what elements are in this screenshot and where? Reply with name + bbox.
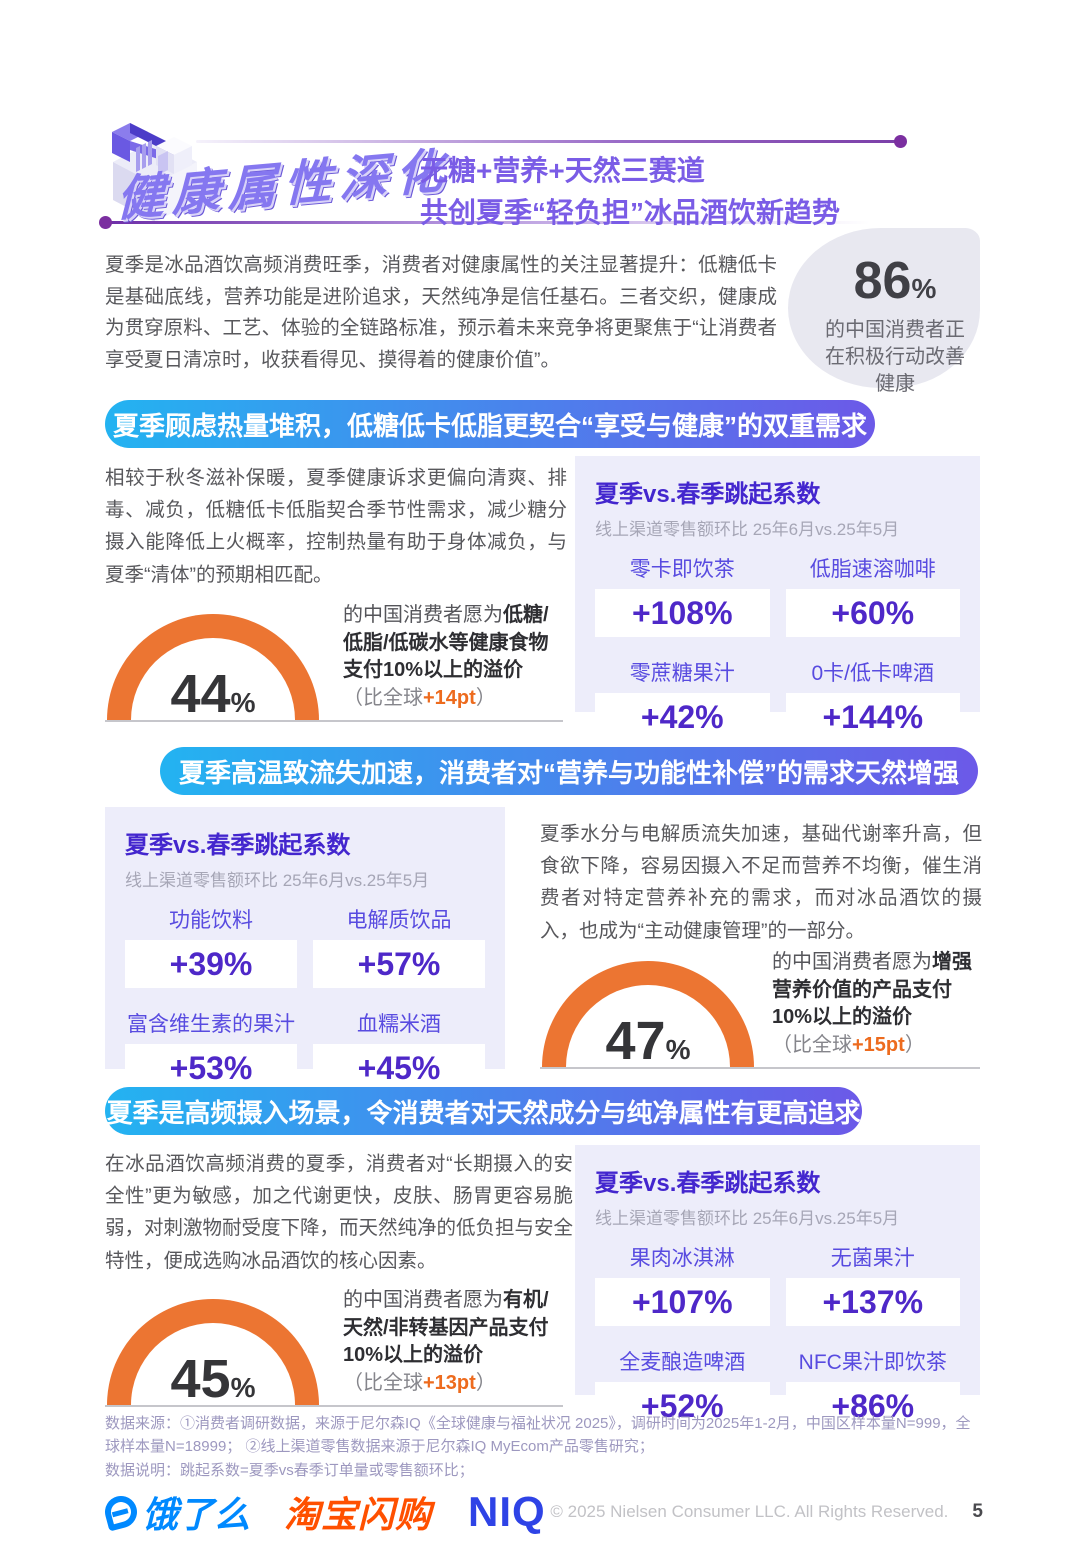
stat-value: +108% (595, 589, 770, 637)
stat-value: +107% (595, 1278, 770, 1326)
stat-label: 零蔗糖果汁 (629, 662, 735, 685)
section3-stats-panel: 夏季vs.春季跳起系数 线上渠道零售额环比 25年6月vs.25年5月 果肉冰淇… (575, 1145, 980, 1430)
intro-stat-caption: 的中国消费者正在积极行动改善健康 (825, 318, 965, 395)
stat-item: NFC果汁即饮茶 +86% (785, 1346, 960, 1430)
stat-item: 电解质饮品 +57% (313, 904, 485, 988)
gauge-note: （比全球+14pt） (343, 686, 496, 709)
gauge-value: 47% (605, 1011, 691, 1071)
header-subtitle-line1: 无糖+营养+天然三赛道 (420, 155, 705, 186)
section3-paragraph: 在冰品酒饮高频消费的夏季，消费者对“长期摄入的安全性”更为敏感，加之代谢更快，皮… (105, 1153, 574, 1272)
panel-title: 夏季vs.春季跳起系数 (595, 1170, 821, 1197)
footer-logo-row: 饿了么 淘宝闪购 NIQ © 2025 Nielsen Consumer LLC… (101, 1484, 983, 1540)
stat-item: 零蔗糖果汁 +42% (595, 657, 770, 741)
page-number: 5 (972, 1501, 983, 1522)
panel-subtitle: 线上渠道零售额环比 25年6月vs.25年5月 (125, 871, 430, 890)
gauge-note: （比全球+13pt） (343, 1371, 496, 1394)
gauge-value: 45% (170, 1349, 256, 1409)
gauge-caption: 的中国消费者愿为有机/天然/非转基因产品支付10%以上的溢价 （比全球+13pt… (343, 1287, 567, 1397)
panel-subtitle: 线上渠道零售额环比 25年6月vs.25年5月 (595, 520, 900, 539)
stat-item: 零卡即饮茶 +108% (595, 553, 770, 637)
header-top-line (196, 135, 907, 148)
gauge-caption: 的中国消费者愿为增强营养价值的产品支付10%以上的溢价 （比全球+15pt） (772, 949, 984, 1059)
stat-item: 血糯米酒 +45% (313, 1008, 485, 1092)
stat-label: 血糯米酒 (357, 1013, 441, 1036)
stat-label: 低脂速溶咖啡 (809, 558, 936, 581)
stat-label: NFC果汁即饮茶 (798, 1351, 947, 1374)
stat-item: 富含维生素的果汁 +53% (125, 1008, 297, 1092)
source-line-2: 数据说明：跳起系数=夏季vs春季订单量或零售额环比； (105, 1461, 474, 1479)
section3-gauge: 45% 的中国消费者愿为有机/天然/非转基因产品支付10%以上的溢价 （比全球+… (105, 1283, 563, 1409)
data-source-notes: 数据来源：①消费者调研数据，来源于尼尔森IQ《全球健康与福祉状况 2025》，调… (105, 1412, 985, 1482)
gauge-arc-47: 47% (542, 961, 754, 1071)
copyright-text: © 2025 Nielsen Consumer LLC. All Rights … (550, 1502, 949, 1521)
section2-stats-panel: 夏季vs.春季跳起系数 线上渠道零售额环比 25年6月vs.25年5月 功能饮料… (105, 807, 505, 1092)
section2-banner: 夏季高温致流失加速，消费者对“营养与功能性补偿”的需求天然增强 (160, 747, 978, 795)
niq-logo: NIQ (468, 1488, 546, 1535)
stat-value: +45% (313, 1044, 485, 1092)
stat-item: 0卡/低卡啤酒 +144% (785, 657, 960, 741)
stat-value: +52% (595, 1382, 770, 1430)
stats-grid: 零卡即饮茶 +108% 低脂速溶咖啡 +60% 零蔗糖果汁 +42% 0卡/低卡… (595, 553, 960, 741)
stat-value: +137% (785, 1278, 960, 1326)
stat-label: 零卡即饮茶 (629, 558, 735, 581)
section2-paragraph: 夏季水分与电解质流失加速，基础代谢率升高，但食欲下降，容易因摄入不足而营养不均衡… (540, 823, 982, 942)
header-subtitle-line2: 共创夏季“轻负担”冰品酒饮新趋势 (420, 197, 841, 228)
gauge-caption: 的中国消费者愿为低糖/低脂/低碳水等健康食物支付10%以上的溢价 （比全球+14… (343, 602, 567, 712)
stat-value: +39% (125, 940, 297, 988)
stat-value: +144% (785, 693, 960, 741)
stat-value: +60% (785, 589, 960, 637)
panel-subtitle: 线上渠道零售额环比 25年6月vs.25年5月 (595, 1209, 900, 1228)
intro-paragraph: 夏季是冰品酒饮高频消费旺季，消费者对健康属性的关注显著提升：低糖低卡是基础底线，… (105, 254, 777, 371)
stat-label: 无菌果汁 (830, 1247, 915, 1270)
taobao-shangou-logo: 淘宝闪购 (284, 1494, 433, 1535)
gauge-arc-45: 45% (107, 1299, 319, 1409)
panel-title: 夏季vs.春季跳起系数 (125, 832, 351, 859)
stat-label: 0卡/低卡啤酒 (811, 662, 934, 685)
header-bottom-line (99, 216, 870, 229)
stat-value: +53% (125, 1044, 297, 1092)
panel-title: 夏季vs.春季跳起系数 (595, 481, 821, 508)
stats-grid: 功能饮料 +39% 电解质饮品 +57% 富含维生素的果汁 +53% 血糯米酒 … (125, 904, 485, 1092)
source-line-1: 数据来源：①消费者调研数据，来源于尼尔森IQ《全球健康与福祉状况 2025》，调… (105, 1415, 971, 1456)
eleme-e-icon (101, 1492, 141, 1532)
line-dot-right (894, 135, 907, 148)
eleme-logo: 饿了么 (101, 1486, 250, 1538)
stat-value: +42% (595, 693, 770, 741)
gauge-note: （比全球+15pt） (772, 1033, 925, 1056)
stat-label: 电解质饮品 (346, 909, 452, 932)
section1-banner: 夏季顾虑热量堆积，低糖低卡低脂更契合“享受与健康”的双重需求 (105, 400, 875, 448)
intro-stat-bubble: 86% 的中国消费者正在积极行动改善健康 (788, 228, 980, 395)
section2-gauge: 47% 的中国消费者愿为增强营养价值的产品支付10%以上的溢价 （比全球+15p… (540, 945, 980, 1071)
header-subtitle: 无糖+营养+天然三赛道 共创夏季“轻负担”冰品酒饮新趋势 (420, 150, 840, 234)
stat-item: 低脂速溶咖啡 +60% (785, 553, 960, 637)
stat-label: 全麦酿造啤酒 (619, 1351, 746, 1374)
stat-value: +57% (313, 940, 485, 988)
stat-label: 富含维生素的果汁 (127, 1013, 295, 1036)
stat-label: 果肉冰淇淋 (629, 1247, 735, 1270)
section1-gauge: 44% 的中国消费者愿为低糖/低脂/低碳水等健康食物支付10%以上的溢价 （比全… (105, 598, 563, 724)
line-dot-left (99, 216, 112, 229)
gauge-baseline (105, 1405, 563, 1407)
stat-label: 功能饮料 (169, 909, 253, 932)
gauge-baseline (540, 1067, 980, 1069)
gauge-value: 44% (170, 664, 256, 724)
section3-banner: 夏季是高频摄入场景，令消费者对天然成分与纯净属性有更高追求 (105, 1087, 862, 1135)
gauge-arc-44: 44% (107, 614, 319, 724)
section1-stats-panel: 夏季vs.春季跳起系数 线上渠道零售额环比 25年6月vs.25年5月 零卡即饮… (575, 456, 980, 741)
cubes-logo-icon (112, 123, 197, 222)
stat-value: +86% (785, 1382, 960, 1430)
stat-item: 功能饮料 +39% (125, 904, 297, 988)
stat-item: 无菌果汁 +137% (785, 1242, 960, 1326)
stat-item: 全麦酿造啤酒 +52% (595, 1346, 770, 1430)
stats-grid: 果肉冰淇淋 +107% 无菌果汁 +137% 全麦酿造啤酒 +52% NFC果汁… (595, 1242, 960, 1430)
stat-item: 果肉冰淇淋 +107% (595, 1242, 770, 1326)
intro-stat-value: 86% (853, 252, 937, 310)
section1-paragraph: 相较于秋冬滋补保暖，夏季健康诉求更偏向清爽、排毒、减负，低糖低卡低脂契合季节性需… (105, 467, 567, 586)
gauge-baseline (105, 720, 563, 722)
